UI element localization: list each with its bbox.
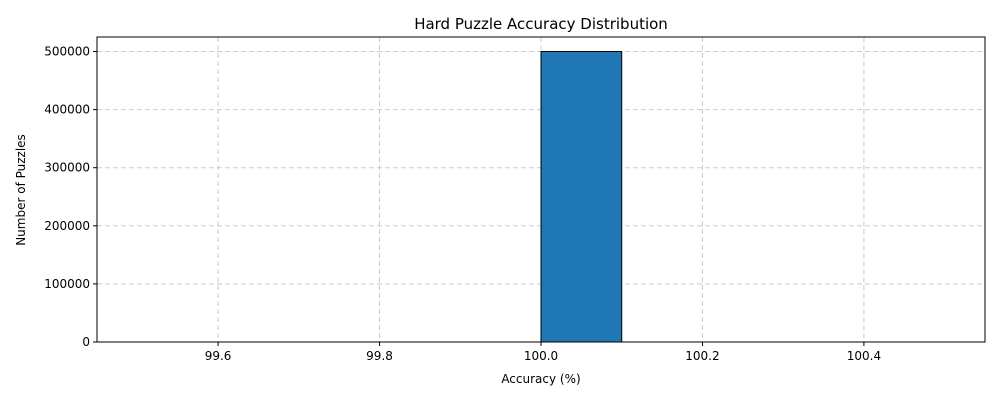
x-tick-label: 100.2 xyxy=(685,349,719,363)
histogram-bar xyxy=(540,51,623,343)
x-tick-label: 99.8 xyxy=(366,349,393,363)
y-axis-label: Number of Puzzles xyxy=(14,134,28,246)
y-axis: 0 100000 200000 300000 400000 500000 xyxy=(44,45,97,349)
y-tick-label: 300000 xyxy=(44,161,90,175)
x-axis-label: Accuracy (%) xyxy=(501,372,580,386)
y-tick-label: 200000 xyxy=(44,219,90,233)
x-tick-label: 99.6 xyxy=(205,349,232,363)
chart-title: Hard Puzzle Accuracy Distribution xyxy=(414,15,668,33)
bars-layer xyxy=(540,51,623,343)
y-tick-label: 100000 xyxy=(44,277,90,291)
y-tick-label: 500000 xyxy=(44,45,90,59)
x-tick-label: 100.4 xyxy=(847,349,881,363)
y-tick-label: 0 xyxy=(82,335,90,349)
x-tick-label: 100.0 xyxy=(524,349,558,363)
x-axis: 99.6 99.8 100.0 100.2 100.4 xyxy=(205,342,881,363)
y-tick-label: 400000 xyxy=(44,103,90,117)
